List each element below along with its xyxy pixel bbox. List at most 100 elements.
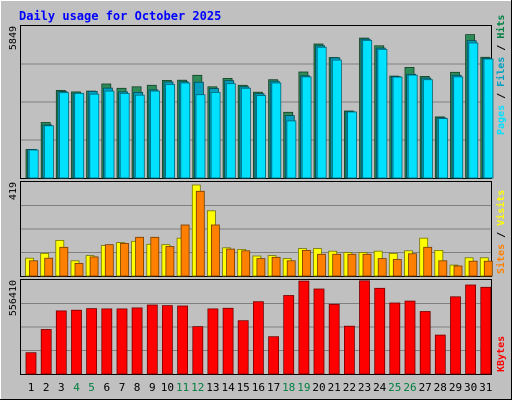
day-label-4: 4 [73, 381, 80, 394]
bar-pages-day-28 [438, 118, 448, 179]
bar-kbytes-day-19 [298, 280, 310, 375]
day-label-6: 6 [103, 381, 110, 394]
legend-hits: Hits [495, 15, 507, 39]
bar-pages-day-16 [256, 95, 267, 179]
legend-sep-1: / [496, 87, 507, 105]
bar-pages-day-19 [301, 76, 312, 179]
bar-kbytes-day-11 [177, 305, 189, 375]
day-label-3: 3 [58, 381, 65, 394]
day-label-17: 17 [267, 381, 280, 394]
bar-sites-day-1 [29, 260, 38, 277]
bar-pages-day-15 [240, 87, 251, 179]
day-label-24: 24 [373, 381, 387, 394]
day-label-19: 19 [297, 381, 310, 394]
day-label-27: 27 [419, 381, 432, 394]
bar-kbytes-day-16 [252, 301, 264, 375]
bar-kbytes-day-31 [480, 286, 492, 375]
bar-pages-day-14 [225, 83, 236, 179]
bar-kbytes-day-30 [465, 284, 477, 375]
day-label-7: 7 [119, 381, 126, 394]
bar-sites-day-13 [210, 224, 220, 277]
legend-sep-2: / [496, 39, 507, 57]
bar-kbytes-day-8 [131, 307, 143, 375]
bar-kbytes-day-6 [101, 308, 113, 375]
bar-kbytes-day-7 [116, 308, 128, 375]
bar-sites-day-29 [453, 265, 463, 277]
bar-pages-day-3 [59, 92, 69, 179]
bar-sites-day-12 [195, 190, 205, 277]
bar-kbytes-day-4 [71, 309, 82, 375]
bar-pages-day-30 [468, 42, 479, 179]
bar-sites-day-25 [392, 259, 402, 277]
day-label-2: 2 [43, 381, 50, 394]
ymax-label-kbytes: 556410 [8, 280, 19, 316]
day-label-9: 9 [149, 381, 156, 394]
bar-kbytes-day-12 [192, 326, 204, 375]
day-label-10: 10 [161, 381, 174, 394]
bar-kbytes-day-2 [40, 329, 52, 375]
bar-sites-day-17 [271, 256, 281, 277]
legend-pages-files-hits: Pages / Files / Hits [495, 15, 507, 135]
day-label-31: 31 [479, 381, 492, 394]
day-label-16: 16 [252, 381, 265, 394]
bar-pages-day-7 [119, 93, 130, 179]
bar-pages-day-17 [271, 82, 282, 179]
bar-kbytes-day-18 [283, 295, 295, 375]
bar-kbytes-day-20 [313, 288, 325, 375]
bar-sites-day-23 [362, 253, 372, 277]
bar-pages-day-1 [28, 149, 39, 179]
bars [25, 34, 494, 375]
bar-kbytes-day-15 [237, 320, 249, 375]
bar-kbytes-day-27 [419, 311, 431, 375]
bar-pages-day-23 [362, 40, 373, 179]
bar-pages-day-29 [453, 76, 464, 179]
day-label-28: 28 [434, 381, 447, 394]
bar-sites-day-31 [483, 260, 493, 277]
day-label-29: 29 [449, 381, 462, 394]
bar-pages-day-8 [134, 94, 145, 179]
bar-sites-day-15 [241, 250, 251, 277]
bar-kbytes-day-22 [343, 325, 355, 375]
bar-kbytes-day-14 [222, 307, 234, 375]
bar-sites-day-22 [347, 253, 357, 277]
ymax-label-pages: 5849 [8, 26, 19, 50]
bar-sites-day-20 [317, 253, 326, 277]
bar-pages-day-10 [165, 84, 176, 179]
bar-pages-day-26 [407, 74, 418, 179]
bar-sites-day-26 [408, 253, 417, 277]
day-label-26: 26 [403, 381, 416, 394]
day-label-14: 14 [221, 381, 235, 394]
day-label-22: 22 [343, 381, 356, 394]
bar-kbytes-day-24 [374, 287, 386, 375]
day-label-21: 21 [328, 381, 341, 394]
bar-sites-day-9 [150, 236, 160, 277]
bar-sites-day-16 [256, 258, 266, 277]
legend-kbytes: KBytes [496, 336, 507, 372]
bar-kbytes-day-29 [450, 296, 461, 375]
bar-pages-day-22 [347, 111, 358, 179]
bar-pages-day-4 [74, 93, 85, 179]
bar-kbytes-day-10 [161, 305, 173, 375]
bar-pages-day-9 [150, 90, 160, 179]
bar-pages-day-11 [180, 82, 191, 179]
bar-sites-day-2 [44, 257, 54, 277]
bar-pages-day-25 [392, 76, 403, 179]
bar-pages-day-18 [286, 120, 297, 179]
ymax-label-visits: 419 [8, 182, 19, 200]
bar-sites-day-10 [165, 246, 175, 277]
day-label-13: 13 [206, 381, 219, 394]
bar-sites-day-18 [286, 260, 296, 277]
bar-pages-day-13 [210, 92, 221, 179]
day-label-11: 11 [176, 381, 189, 394]
bar-sites-day-21 [332, 253, 342, 277]
legend-files: Files [495, 57, 507, 87]
day-label-8: 8 [134, 381, 141, 394]
bar-pages-day-31 [483, 58, 494, 179]
day-label-12: 12 [191, 381, 204, 394]
bar-sites-day-30 [468, 260, 478, 277]
bar-pages-day-5 [89, 93, 100, 179]
bar-kbytes-day-21 [328, 303, 340, 375]
chart-title: Daily usage for October 2025 [19, 9, 221, 23]
bar-sites-day-3 [59, 246, 69, 277]
